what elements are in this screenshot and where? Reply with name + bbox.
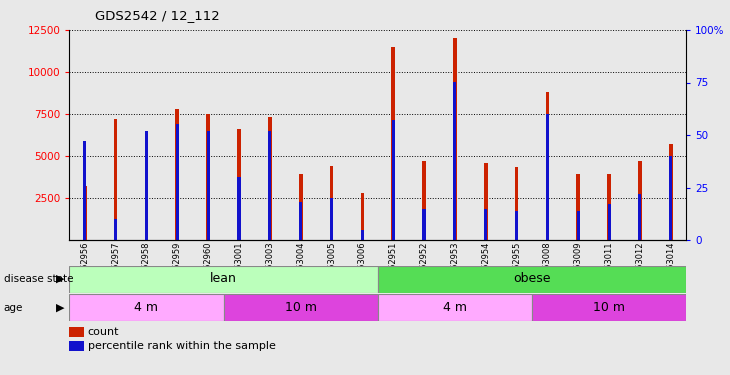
Bar [638,161,642,240]
Bar [607,204,610,240]
Text: GDS2542 / 12_112: GDS2542 / 12_112 [95,9,220,22]
Text: percentile rank within the sample: percentile rank within the sample [88,340,276,351]
Bar [423,209,426,240]
Text: 10 m: 10 m [285,302,317,314]
Bar [69,340,84,351]
Bar [69,327,84,337]
Bar [176,124,179,240]
Text: age: age [4,303,23,313]
Bar [392,120,395,240]
Bar [175,109,179,240]
Bar [83,141,86,240]
Bar [237,177,240,240]
Bar [145,131,148,240]
Bar [515,211,518,240]
Bar [422,161,426,240]
Bar [268,117,272,240]
Bar [330,198,333,240]
Bar [361,230,364,240]
Bar [237,129,241,240]
Bar [83,186,87,240]
Bar [114,119,118,240]
Text: ▶: ▶ [55,303,64,313]
Bar [69,266,378,292]
Bar [378,294,532,321]
Bar [207,114,210,240]
Text: disease state: disease state [4,274,73,284]
Bar [114,219,117,240]
Bar [484,209,487,240]
Bar [391,47,395,240]
Bar [299,202,302,240]
Bar [453,38,457,240]
Bar [453,82,456,240]
Text: 4 m: 4 m [443,302,467,314]
Bar [532,294,686,321]
Bar [361,193,364,240]
Bar [639,194,642,240]
Bar [330,166,334,240]
Bar [69,294,223,321]
Bar [546,114,549,240]
Bar [378,266,686,292]
Bar [577,174,580,240]
Text: obese: obese [513,273,550,285]
Bar [669,144,672,240]
Text: 4 m: 4 m [134,302,158,314]
Bar [299,174,302,240]
Bar [545,92,549,240]
Bar [145,158,148,240]
Bar [577,211,580,240]
Bar [607,174,611,240]
Bar [484,163,488,240]
Bar [669,156,672,240]
Text: lean: lean [210,273,237,285]
Text: ▶: ▶ [55,274,64,284]
Bar [269,131,272,240]
Text: 10 m: 10 m [593,302,625,314]
Bar [515,167,518,240]
Bar [223,294,378,321]
Bar [207,131,210,240]
Text: count: count [88,327,120,337]
